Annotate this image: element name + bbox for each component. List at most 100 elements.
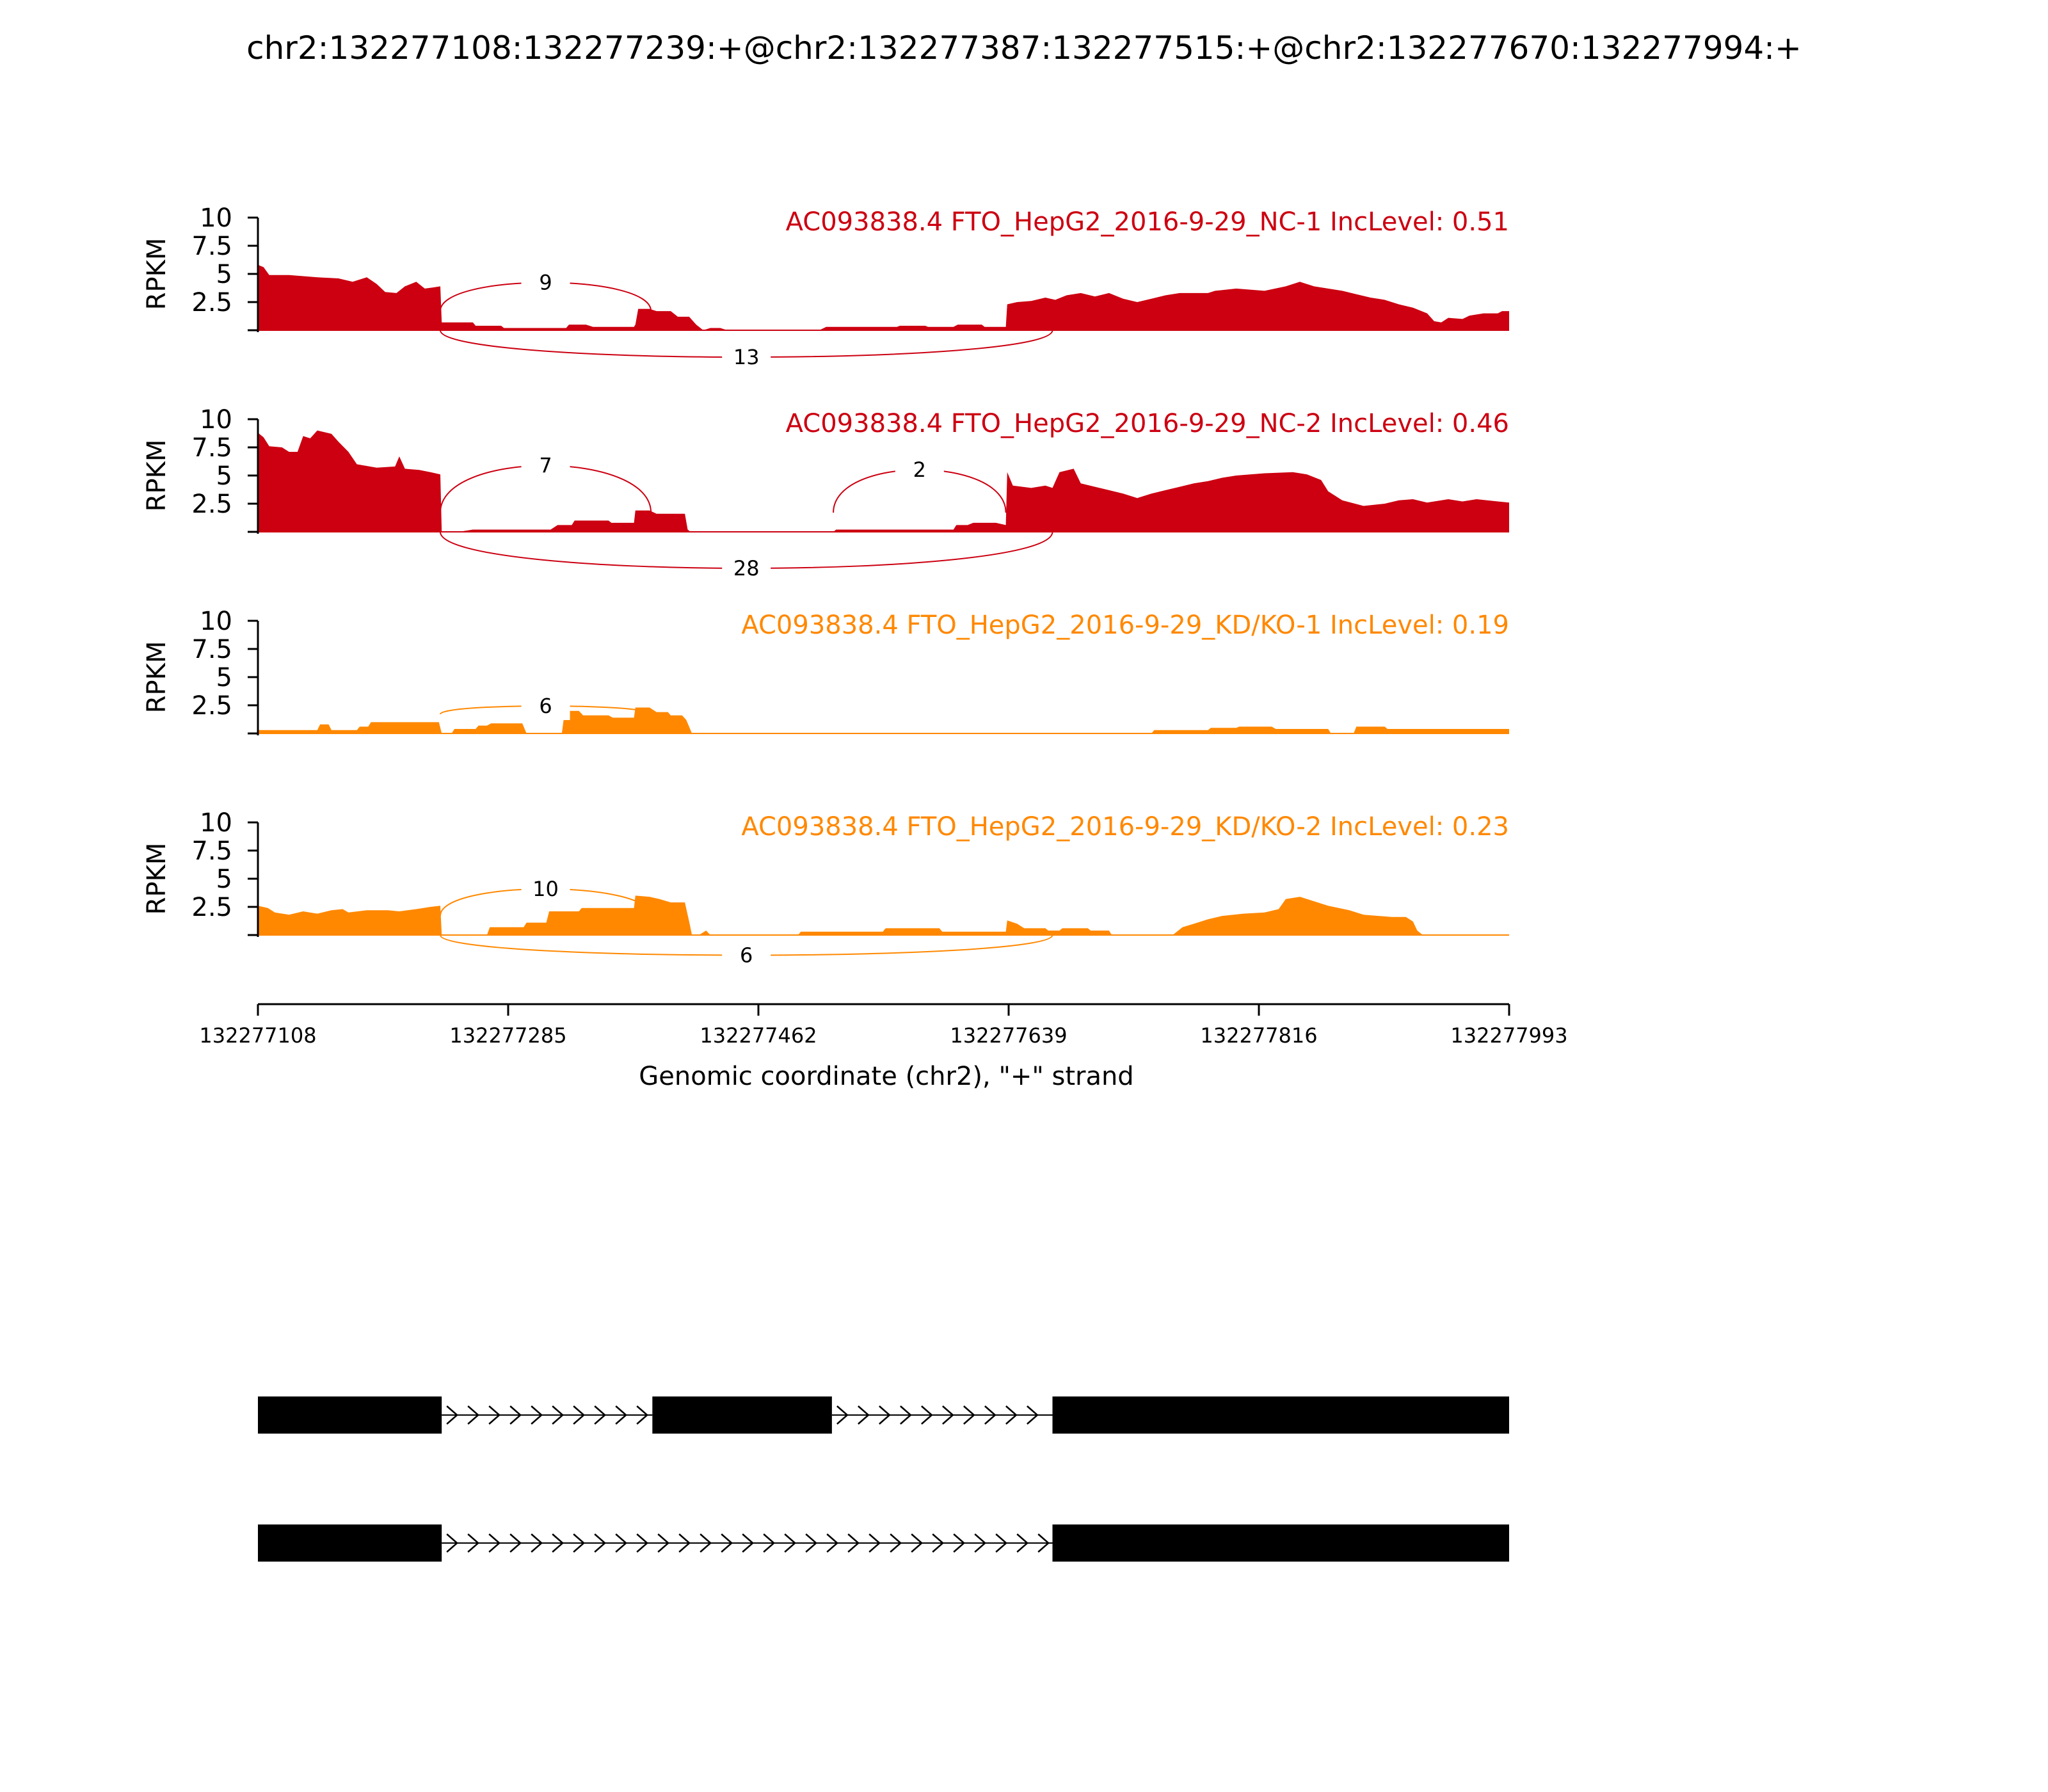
junction-count: 6 — [740, 943, 753, 968]
junction-count: 9 — [539, 270, 552, 294]
strand-arrow — [763, 1533, 776, 1553]
y-tick-label: 5 — [216, 663, 232, 692]
junction-count-box — [722, 343, 771, 371]
y-tick-label: 7.5 — [191, 232, 232, 261]
strand-arrow — [805, 1533, 818, 1553]
strand-arrow — [953, 1533, 966, 1553]
y-axis-label: RPKM — [142, 440, 172, 512]
strand-arrow — [826, 1533, 839, 1553]
strand-arrow — [467, 1533, 480, 1553]
y-tick-label: 10 — [200, 405, 232, 435]
junction-count: 28 — [733, 556, 760, 580]
strand-arrow — [552, 1533, 564, 1553]
exon-block — [1052, 1524, 1509, 1562]
x-tick-label: 132277462 — [700, 1023, 817, 1048]
strand-arrow — [1037, 1533, 1050, 1553]
y-tick-label: 2.5 — [191, 691, 232, 721]
y-axis-label: RPKM — [142, 843, 172, 915]
y-tick-label: 10 — [200, 204, 232, 233]
strand-arrow — [879, 1405, 891, 1425]
strand-arrow — [488, 1533, 501, 1553]
strand-arrow — [868, 1533, 881, 1553]
strand-arrow — [921, 1405, 933, 1425]
track-1: 2.557.510 RPKM AC093838.4 FTO_HepG2_2016-9… — [142, 204, 1509, 371]
x-axis: 132277108 132277285 132277462 132277639 1322… — [199, 1003, 1568, 1048]
y-tick-label: 7.5 — [191, 635, 232, 664]
strand-arrow — [911, 1533, 924, 1553]
strand-arrow — [573, 1405, 586, 1425]
junction-count-box — [722, 941, 771, 970]
gene-models — [258, 1396, 1509, 1562]
exon-block — [652, 1396, 832, 1434]
strand-arrow — [594, 1405, 607, 1425]
strand-arrow — [678, 1533, 691, 1553]
coverage-area — [258, 264, 1509, 330]
y-tick-label: 5 — [216, 461, 232, 491]
y-tick-label: 10 — [200, 607, 232, 636]
strand-arrow — [636, 1533, 649, 1553]
x-axis-label: Genomic coordinate (chr2), "+" strand — [639, 1062, 1133, 1091]
exon-block — [258, 1396, 442, 1434]
x-tick-label: 132277285 — [449, 1023, 566, 1048]
strand-arrow — [615, 1405, 628, 1425]
strand-arrow — [488, 1405, 501, 1425]
junction-count-box — [521, 875, 570, 904]
strand-arrow — [636, 1405, 649, 1425]
junction-count-box — [521, 268, 570, 297]
track-label: AC093838.4 FTO_HepG2_2016-9-29_KD/KO-1 I… — [741, 611, 1509, 640]
junction-count: 10 — [532, 877, 559, 901]
x-tick-label: 132277816 — [1200, 1023, 1317, 1048]
track-label: AC093838.4 FTO_HepG2_2016-9-29_NC-1 IncL… — [786, 207, 1509, 237]
strand-arrow — [446, 1533, 459, 1553]
junction-count-box — [521, 451, 570, 480]
track-2: 2.557.510 RPKM AC093838.4 FTO_HepG2_2016-9… — [142, 405, 1509, 582]
strand-arrow — [509, 1405, 522, 1425]
strand-arrow — [900, 1405, 912, 1425]
strand-arrow — [446, 1405, 459, 1425]
strand-arrow — [594, 1533, 607, 1553]
junction-count-box — [895, 455, 944, 484]
junction-count-box — [521, 692, 570, 721]
y-tick-label: 7.5 — [191, 836, 232, 866]
strand-arrow — [942, 1405, 954, 1425]
strand-arrow — [836, 1405, 849, 1425]
strand-arrow — [1027, 1405, 1039, 1425]
strand-arrow — [552, 1405, 564, 1425]
y-tick-label: 10 — [200, 808, 232, 838]
strand-arrow — [974, 1533, 987, 1553]
strand-arrow — [1005, 1405, 1018, 1425]
strand-arrow — [1016, 1533, 1029, 1553]
junction-count: 2 — [913, 458, 926, 482]
junction-count: 7 — [539, 453, 552, 477]
y-axis-label: RPKM — [142, 238, 172, 310]
junction-count: 13 — [733, 345, 760, 369]
junction-count: 6 — [539, 694, 552, 718]
x-tick-label: 132277108 — [199, 1023, 316, 1048]
strand-arrow — [615, 1533, 628, 1553]
y-tick-label: 2.5 — [191, 893, 232, 922]
y-tick-label: 2.5 — [191, 288, 232, 317]
y-axis-label: RPKM — [142, 641, 172, 714]
strand-arrow — [858, 1405, 870, 1425]
strand-arrow — [721, 1533, 733, 1553]
strand-arrow — [573, 1533, 586, 1553]
strand-arrow — [932, 1533, 945, 1553]
strand-arrow — [963, 1405, 975, 1425]
gene-model-2 — [258, 1524, 1509, 1562]
exon-block — [258, 1524, 442, 1562]
track-label: AC093838.4 FTO_HepG2_2016-9-29_KD/KO-2 I… — [741, 812, 1509, 842]
strand-arrow — [657, 1533, 670, 1553]
strand-arrow — [984, 1405, 996, 1425]
track-label: AC093838.4 FTO_HepG2_2016-9-29_NC-2 IncL… — [786, 409, 1509, 438]
coverage-area — [258, 430, 1509, 532]
strand-arrow — [531, 1405, 543, 1425]
coverage-area — [258, 707, 1509, 733]
strand-arrow — [531, 1533, 543, 1553]
y-tick-label: 7.5 — [191, 433, 232, 463]
x-tick-label: 132277639 — [950, 1023, 1067, 1048]
strand-arrow — [467, 1405, 480, 1425]
